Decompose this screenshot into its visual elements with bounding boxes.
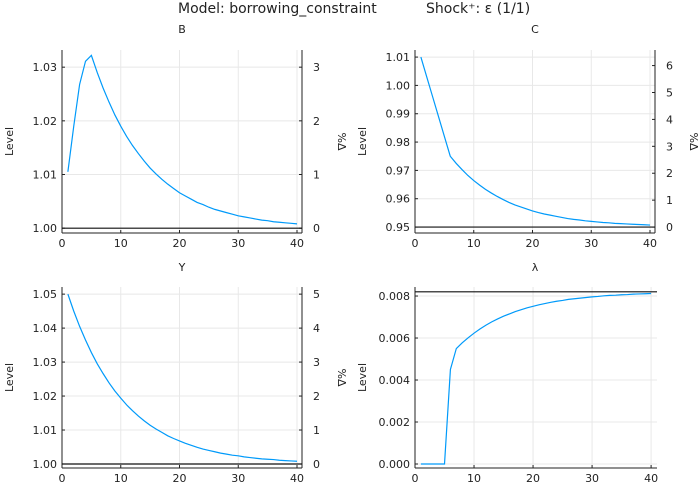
irf-line-C [420, 56, 651, 226]
y-axis-label-right: %Δ [335, 369, 348, 387]
x-tick-label: 20 [526, 237, 540, 250]
x-tick-label: 10 [114, 472, 128, 485]
figure-title-shock: Shock⁺: ε (1/1) [426, 1, 530, 17]
y-tick-label: 0.99 [386, 108, 411, 121]
y-tick-label: 0.96 [386, 193, 411, 206]
y-axis-label: Level [3, 363, 16, 392]
panel-title: λ [532, 261, 539, 274]
right-tick-label: 5 [666, 86, 673, 99]
x-tick-label: 40 [644, 472, 658, 485]
y-axis-label: Level [356, 363, 369, 392]
irf-line-Y [67, 293, 298, 462]
right-tick-label: 4 [313, 322, 320, 335]
panel-1: 0 10 20 30 40 1.00 1.01 1.02 1.03 0 1 2 3 B Level %Δ [3, 23, 348, 250]
right-tick-label: 3 [313, 61, 320, 74]
right-tick-label: 0 [313, 458, 320, 471]
y-tick-label: 0.000 [379, 458, 411, 471]
right-tick-label: 0 [313, 222, 320, 235]
x-tick-label: 20 [526, 472, 540, 485]
y-tick-label: 0.006 [379, 332, 411, 345]
y-tick-label: 0.98 [386, 136, 411, 149]
x-tick-label: 30 [584, 237, 598, 250]
y-tick-label: 1.01 [33, 424, 58, 437]
x-tick-label: 0 [59, 237, 66, 250]
x-tick-label: 0 [59, 472, 66, 485]
y-tick-label: 0.002 [379, 416, 411, 429]
x-tick-label: 10 [467, 472, 481, 485]
x-tick-label: 0 [412, 472, 419, 485]
panel-title: B [178, 23, 186, 36]
x-tick-label: 30 [231, 472, 245, 485]
right-tick-label: 2 [313, 115, 320, 128]
y-tick-label: 0.004 [379, 374, 411, 387]
y-axis-label: Level [3, 127, 16, 156]
irf-line-λ [420, 292, 652, 465]
y-tick-label: 1.03 [33, 61, 58, 74]
x-tick-label: 10 [467, 237, 481, 250]
x-tick-label: 0 [412, 237, 419, 250]
panel-4: 0 10 20 30 40 0.000 0.002 0.004 0.006 0.008 λ Level [356, 261, 658, 485]
y-tick-label: 1.02 [33, 390, 58, 403]
right-tick-label: 2 [313, 390, 320, 403]
irf-line-B [67, 54, 298, 225]
y-tick-label: 0.008 [379, 290, 411, 303]
y-axis-label-right: %Δ [335, 133, 348, 151]
right-tick-label: 5 [313, 288, 320, 301]
panel-title: Y [178, 261, 186, 274]
x-tick-label: 20 [173, 237, 187, 250]
y-tick-label: 1.01 [386, 51, 411, 64]
y-tick-label: 0.95 [386, 221, 411, 234]
x-tick-label: 40 [643, 237, 657, 250]
figure-title-model: Model: borrowing_constraint [178, 1, 377, 17]
right-tick-label: 3 [666, 140, 673, 153]
y-axis-label-right: %Δ [687, 133, 700, 151]
x-tick-label: 40 [290, 237, 304, 250]
right-tick-label: 6 [666, 60, 673, 73]
right-tick-label: 2 [666, 167, 673, 180]
y-tick-label: 1.00 [33, 458, 58, 471]
right-tick-label: 1 [313, 424, 320, 437]
y-tick-label: 1.00 [33, 222, 58, 235]
panel-2: 0 10 20 30 40 0.95 0.96 0.97 0.98 0.99 1.00 1.01 0 1 2… [356, 23, 700, 250]
right-tick-label: 1 [666, 194, 673, 207]
right-tick-label: 4 [666, 113, 673, 126]
panel-3: 0 10 20 30 40 1.00 1.01 1.02 1.03 1.04 1.05 0 1 2 3 4 5 Y… [3, 261, 348, 485]
x-tick-label: 30 [231, 237, 245, 250]
y-tick-label: 0.97 [386, 164, 411, 177]
panel-title: C [531, 23, 539, 36]
y-axis-label: Level [356, 127, 369, 156]
y-tick-label: 1.00 [386, 79, 411, 92]
x-tick-label: 10 [114, 237, 128, 250]
right-tick-label: 3 [313, 356, 320, 369]
right-tick-label: 0 [666, 221, 673, 234]
y-tick-label: 1.03 [33, 356, 58, 369]
y-tick-label: 1.04 [33, 322, 58, 335]
y-tick-label: 1.02 [33, 115, 58, 128]
x-tick-label: 20 [173, 472, 187, 485]
x-tick-label: 30 [585, 472, 599, 485]
x-tick-label: 40 [290, 472, 304, 485]
right-tick-label: 1 [313, 169, 320, 182]
y-tick-label: 1.01 [33, 169, 58, 182]
y-tick-label: 1.05 [33, 288, 58, 301]
